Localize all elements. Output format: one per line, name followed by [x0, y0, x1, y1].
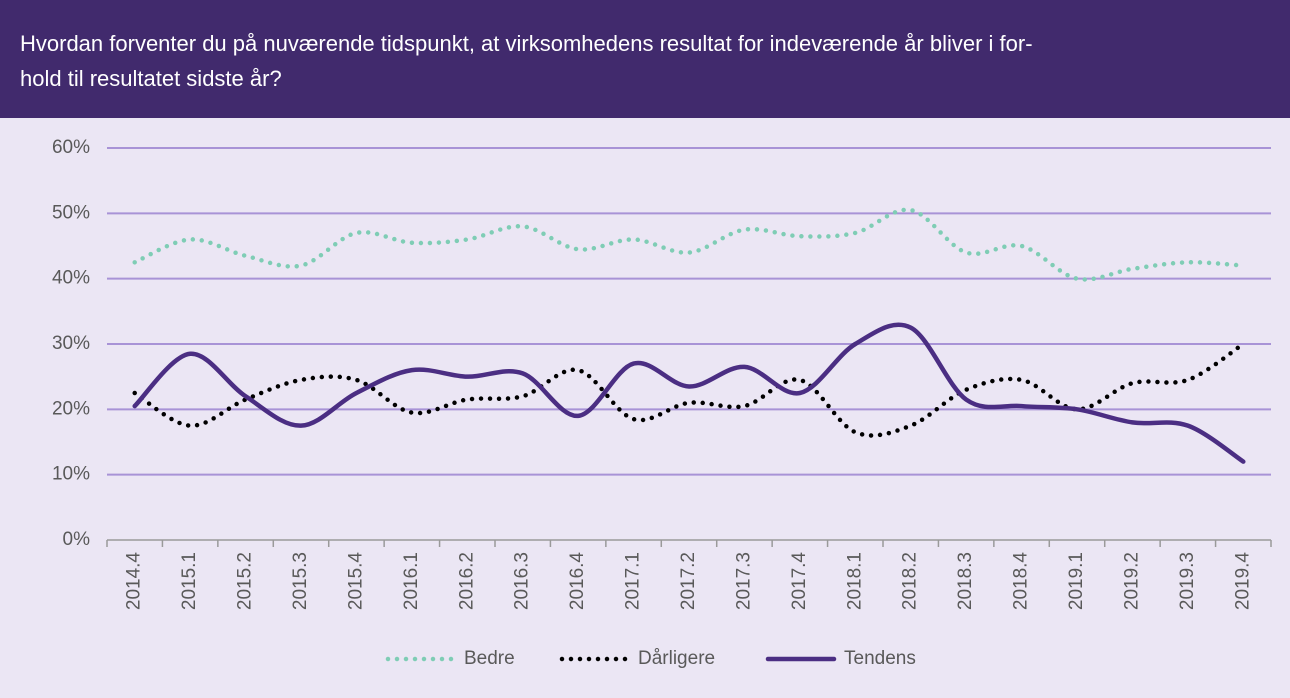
x-tick-label: 2017.4 — [789, 552, 810, 611]
x-tick-label: 2018.2 — [900, 552, 921, 610]
x-tick-label: 2019.1 — [1066, 552, 1087, 610]
series-line — [132, 207, 1246, 282]
x-tick-label: 2019.2 — [1121, 552, 1142, 610]
x-tick-label: 2016.4 — [567, 552, 588, 611]
x-tick-label: 2018.3 — [955, 552, 976, 610]
x-tick-label: 2018.1 — [844, 552, 865, 610]
y-tick-label: 40% — [52, 268, 90, 289]
x-tick-label: 2017.3 — [733, 552, 754, 610]
y-tick-label: 50% — [52, 202, 90, 223]
legend-label: Bedre — [464, 648, 515, 669]
x-tick-label: 2016.3 — [512, 552, 533, 610]
x-tick-label: 2016.2 — [456, 552, 477, 610]
title-line: Hvordan forventer du på nuværende tidspu… — [20, 31, 1033, 56]
series-line — [132, 322, 1246, 464]
header: Hvordan forventer du på nuværende tidspu… — [0, 0, 1290, 118]
series-line — [132, 341, 1246, 438]
x-tick-label: 2018.4 — [1011, 552, 1032, 611]
legend-label: Dårligere — [638, 648, 715, 669]
x-tick-label: 2017.1 — [623, 552, 644, 610]
y-tick-label: 30% — [52, 333, 90, 354]
y-tick-label: 0% — [63, 529, 91, 550]
x-tick-label: 2019.3 — [1177, 552, 1198, 610]
y-tick-label: 20% — [52, 398, 90, 419]
x-tick-label: 2016.1 — [401, 552, 422, 610]
y-tick-label: 10% — [52, 464, 90, 485]
title-line: hold til resultatet sidste år? — [20, 66, 282, 91]
x-tick-label: 2017.2 — [678, 552, 699, 610]
x-tick-label: 2015.4 — [345, 552, 366, 611]
y-tick-label: 60% — [52, 137, 90, 158]
x-tick-label: 2015.1 — [179, 552, 200, 610]
x-tick-label: 2014.4 — [124, 552, 145, 611]
x-tick-label: 2015.2 — [235, 552, 256, 610]
x-tick-label: 2015.3 — [290, 552, 311, 610]
legend-label: Tendens — [844, 648, 916, 669]
x-tick-label: 2019.4 — [1232, 552, 1253, 611]
